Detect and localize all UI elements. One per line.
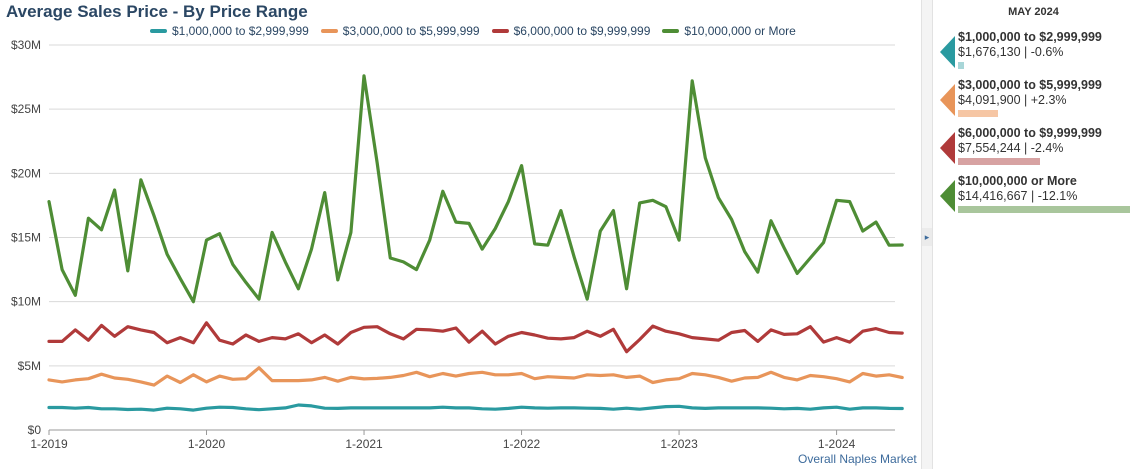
panel-value-bar (958, 158, 1040, 165)
triangle-marker-icon (940, 180, 955, 212)
series-line-1 (47, 366, 904, 387)
legend-label: $6,000,000 to $9,999,999 (513, 24, 651, 38)
panel-range-name: $3,000,000 to $5,999,999 (958, 78, 1102, 92)
triangle-marker-icon (940, 36, 955, 68)
legend-swatch (491, 29, 509, 33)
panel-range-value: $4,091,900 | +2.3% (958, 93, 1067, 107)
series-line-0 (47, 403, 904, 412)
legend-swatch (150, 29, 167, 33)
x-tick-label: 1-2024 (818, 437, 856, 451)
legend-swatch (662, 29, 680, 33)
y-tick-label: $20M (11, 166, 41, 180)
y-tick-label: $5M (18, 359, 41, 373)
panel-card-10m-plus[interactable]: $10,000,000 or More $14,416,667 | -12.1% (934, 174, 1133, 220)
panel-range-name: $6,000,000 to $9,999,999 (958, 126, 1102, 140)
legend-item-1m-3m[interactable]: $1,000,000 to $2,999,999 (150, 24, 309, 38)
panel-range-value: $7,554,244 | -2.4% (958, 141, 1064, 155)
panel-range-name: $1,000,000 to $2,999,999 (958, 30, 1102, 44)
legend-swatch (320, 29, 338, 33)
legend-item-6m-10m[interactable]: $6,000,000 to $9,999,999 (491, 24, 651, 38)
panel-value-bar (958, 62, 964, 69)
x-tick-label: 1-2021 (345, 437, 383, 451)
panel-month: MAY 2024 (1008, 6, 1059, 18)
panel-range-name: $10,000,000 or More (958, 174, 1077, 188)
chart-title: Average Sales Price - By Price Range (6, 2, 308, 21)
expand-panel-arrow-icon[interactable]: ▸ (922, 228, 932, 246)
series-line-3 (47, 74, 904, 304)
legend-label: $10,000,000 or More (684, 24, 796, 38)
x-tick-label: 1-2019 (30, 437, 68, 451)
triangle-marker-icon (940, 84, 955, 116)
panel-card-3m-6m[interactable]: $3,000,000 to $5,999,999 $4,091,900 | +2… (934, 78, 1133, 124)
market-label[interactable]: Overall Naples Market (798, 452, 917, 466)
chart-legend: $1,000,000 to $2,999,999 $3,000,000 to $… (150, 23, 808, 39)
panel-value-bar (958, 206, 1130, 213)
side-panel: MAY 2024 $1,000,000 to $2,999,999 $1,676… (934, 0, 1133, 469)
panel-range-value: $14,416,667 | -12.1% (958, 189, 1078, 203)
y-tick-label: $25M (11, 102, 41, 116)
x-tick-label: 1-2020 (188, 437, 226, 451)
x-tick-label: 1-2022 (503, 437, 541, 451)
panel-card-1m-3m[interactable]: $1,000,000 to $2,999,999 $1,676,130 | -0… (934, 30, 1133, 76)
panel-card-6m-10m[interactable]: $6,000,000 to $9,999,999 $7,554,244 | -2… (934, 126, 1133, 172)
y-tick-label: $10M (11, 295, 41, 309)
legend-label: $3,000,000 to $5,999,999 (342, 24, 480, 38)
y-tick-label: $30M (11, 38, 41, 52)
legend-item-3m-6m[interactable]: $3,000,000 to $5,999,999 (320, 24, 480, 38)
line-chart-plot: $0 $5M $10M $15M $20M $25M $30M 1-2019 1-2020 1-2… (11, 38, 904, 451)
panel-value-bar (958, 110, 998, 117)
legend-label: $1,000,000 to $2,999,999 (172, 24, 309, 38)
triangle-marker-icon (940, 132, 955, 164)
panel-range-value: $1,676,130 | -0.6% (958, 45, 1064, 59)
series-line-2 (47, 321, 904, 354)
legend-item-10m-plus[interactable]: $10,000,000 or More (662, 24, 796, 38)
y-tick-label: $0 (28, 423, 42, 437)
y-tick-label: $15M (11, 231, 41, 245)
x-tick-label: 1-2023 (660, 437, 698, 451)
